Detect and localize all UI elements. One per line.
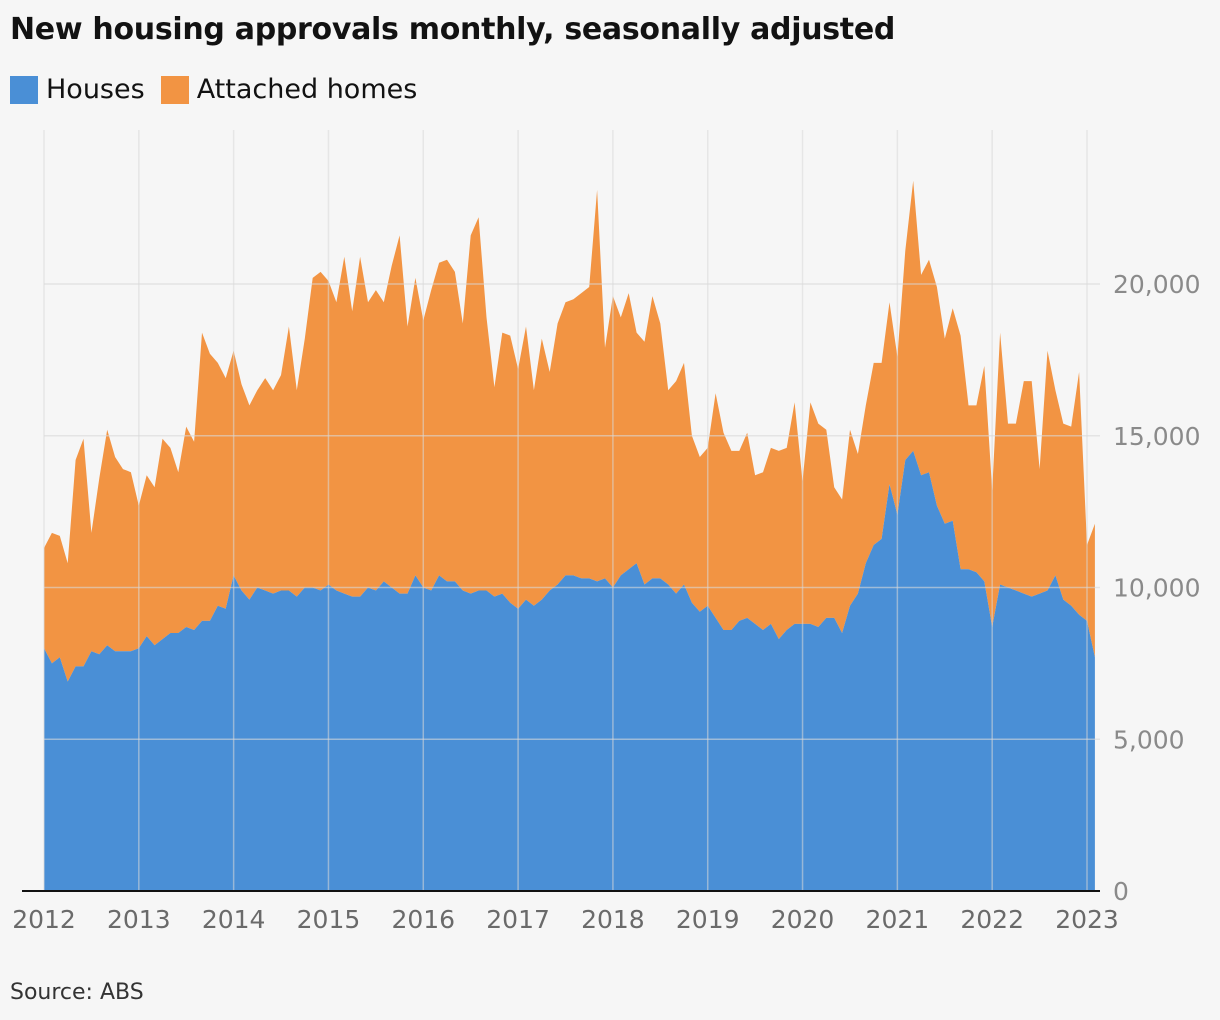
legend-swatch-attached-homes [160, 75, 189, 104]
x-tick-label-2012: 2012 [12, 905, 76, 934]
series-area-houses [44, 450, 1095, 891]
y-tick-label: 15,000 [1113, 422, 1200, 451]
x-tick-label-2014: 2014 [202, 905, 266, 934]
legend-item-houses: Houses [10, 74, 145, 105]
x-tick-label-2021: 2021 [866, 905, 930, 934]
y-tick-label: 0 [1113, 877, 1129, 906]
series-area-attached-homes [44, 180, 1095, 682]
x-tick-label-2015: 2015 [297, 905, 361, 934]
y-tick-label: 10,000 [1113, 574, 1200, 603]
source-note: Source: ABS [10, 980, 144, 1005]
x-tick-label-2020: 2020 [771, 905, 835, 934]
x-tick-label-2023: 2023 [1055, 905, 1119, 934]
chart-title: New housing approvals monthly, seasonall… [10, 12, 896, 47]
x-tick-label-2013: 2013 [107, 905, 171, 934]
x-tick-label-2022: 2022 [960, 905, 1024, 934]
legend: Houses Attached homes [10, 74, 433, 105]
y-tick-label: 5,000 [1113, 725, 1185, 754]
legend-label-houses: Houses [46, 74, 145, 105]
legend-swatch-houses [10, 75, 38, 104]
x-tick-label-2016: 2016 [391, 905, 455, 934]
legend-item-attached-homes: Attached homes [160, 74, 418, 105]
x-tick-label-2018: 2018 [581, 905, 645, 934]
x-tick-label-2019: 2019 [676, 905, 740, 934]
y-tick-label: 20,000 [1113, 270, 1200, 299]
legend-label-attached-homes: Attached homes [196, 74, 418, 105]
x-tick-label-2017: 2017 [486, 905, 550, 934]
